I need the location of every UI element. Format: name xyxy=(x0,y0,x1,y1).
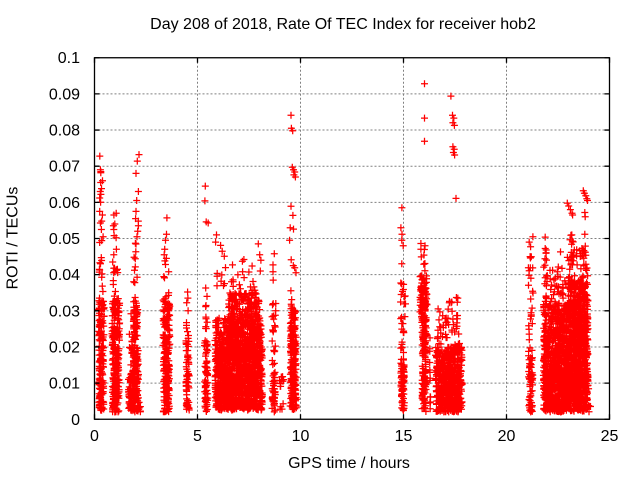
svg-text:0: 0 xyxy=(71,412,80,429)
svg-text:0.04: 0.04 xyxy=(49,267,80,284)
svg-text:20: 20 xyxy=(498,428,516,445)
svg-text:0.01: 0.01 xyxy=(49,376,80,393)
svg-text:0.03: 0.03 xyxy=(49,303,80,320)
svg-text:10: 10 xyxy=(292,428,310,445)
svg-text:5: 5 xyxy=(193,428,202,445)
svg-text:0.08: 0.08 xyxy=(49,123,80,140)
svg-text:Day 208 of 2018, Rate Of TEC I: Day 208 of 2018, Rate Of TEC Index for r… xyxy=(150,16,536,33)
svg-text:0.1: 0.1 xyxy=(58,50,80,67)
svg-text:0.02: 0.02 xyxy=(49,339,80,356)
svg-text:ROTI / TECUs: ROTI / TECUs xyxy=(5,187,22,290)
svg-text:0.09: 0.09 xyxy=(49,86,80,103)
svg-text:15: 15 xyxy=(395,428,413,445)
svg-text:25: 25 xyxy=(601,428,619,445)
svg-text:0.07: 0.07 xyxy=(49,159,80,176)
svg-text:0.06: 0.06 xyxy=(49,195,80,212)
svg-text:0: 0 xyxy=(90,428,99,445)
svg-text:0.05: 0.05 xyxy=(49,231,80,248)
svg-text:GPS time / hours: GPS time / hours xyxy=(288,455,410,472)
